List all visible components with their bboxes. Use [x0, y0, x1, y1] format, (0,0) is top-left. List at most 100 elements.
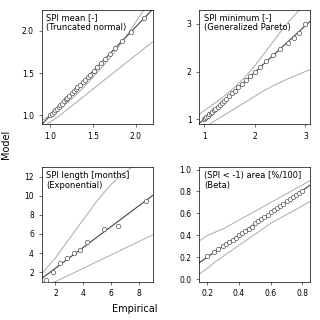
Point: [219, 100, 224, 106]
Point: [58, 103, 63, 108]
Point: [224, 242, 229, 247]
Point: [246, 226, 251, 231]
Point: [98, 60, 103, 66]
Point: [217, 102, 222, 108]
Point: [57, 260, 62, 265]
Point: [75, 85, 80, 90]
Point: [239, 81, 244, 86]
Point: [49, 111, 54, 116]
Point: [56, 104, 61, 109]
Point: [213, 106, 218, 111]
Point: [50, 269, 55, 275]
Point: [297, 190, 302, 195]
Point: [91, 68, 96, 73]
Point: [102, 56, 108, 61]
Point: [263, 59, 268, 64]
Point: [85, 239, 90, 244]
Point: [211, 249, 216, 254]
Point: [229, 91, 234, 96]
Point: [293, 192, 299, 197]
Point: [292, 36, 297, 41]
Point: [212, 108, 217, 113]
Point: [69, 91, 74, 96]
Point: [78, 248, 83, 253]
Point: [268, 210, 273, 215]
Point: [297, 31, 302, 36]
Point: [285, 40, 290, 45]
Point: [220, 244, 226, 249]
Point: [54, 106, 60, 111]
Point: [205, 254, 210, 259]
Point: [255, 219, 260, 224]
Point: [232, 88, 237, 93]
Text: SPI length [months]: SPI length [months]: [46, 171, 129, 180]
Point: [43, 277, 48, 282]
Point: [113, 45, 118, 50]
Point: [300, 189, 305, 194]
Point: [208, 110, 213, 116]
Point: [226, 94, 231, 99]
Point: [88, 72, 93, 77]
Point: [63, 97, 68, 102]
Point: [233, 235, 238, 240]
Point: [202, 116, 207, 122]
Point: [51, 109, 56, 115]
Point: [303, 21, 308, 27]
Point: [66, 93, 71, 99]
Text: Model: Model: [1, 129, 12, 159]
Point: [258, 64, 263, 69]
Point: [236, 85, 241, 90]
Point: [116, 224, 121, 229]
Point: [243, 228, 248, 234]
Point: [205, 113, 211, 118]
Point: [143, 198, 148, 203]
Point: [290, 195, 295, 200]
Point: [53, 108, 58, 113]
Text: Empirical: Empirical: [112, 304, 157, 314]
Point: [287, 196, 292, 202]
Text: SPI minimum [-]: SPI minimum [-]: [204, 13, 271, 22]
Point: [60, 101, 65, 106]
Point: [262, 214, 267, 219]
Point: [207, 112, 212, 117]
Point: [129, 29, 134, 34]
Point: [281, 201, 286, 206]
Point: [240, 231, 245, 236]
Point: [204, 115, 209, 120]
Point: [80, 80, 85, 85]
Point: [65, 95, 70, 100]
Point: [236, 233, 242, 238]
Point: [224, 96, 229, 101]
Point: [243, 77, 248, 83]
Point: [259, 216, 264, 221]
Point: [275, 205, 280, 211]
Point: [64, 255, 69, 260]
Point: [271, 208, 276, 213]
Point: [252, 221, 257, 226]
Point: [215, 104, 220, 109]
Point: [284, 199, 289, 204]
Point: [85, 75, 90, 80]
Point: [73, 87, 78, 92]
Point: [77, 82, 83, 87]
Point: [61, 99, 66, 104]
Point: [119, 38, 124, 44]
Point: [221, 99, 226, 104]
Point: [227, 239, 232, 244]
Text: (Generalized Pareto): (Generalized Pareto): [204, 23, 291, 32]
Point: [203, 116, 208, 121]
Point: [101, 227, 107, 232]
Text: (Exponential): (Exponential): [46, 181, 102, 190]
Point: [48, 113, 53, 118]
Point: [249, 224, 254, 229]
Point: [83, 77, 88, 83]
Text: SPI mean [-]: SPI mean [-]: [46, 13, 98, 22]
Point: [265, 212, 270, 217]
Point: [108, 51, 113, 56]
Point: [252, 69, 257, 74]
Point: [71, 251, 76, 256]
Text: (SPI < -1) area [%/100]: (SPI < -1) area [%/100]: [204, 171, 301, 180]
Point: [248, 73, 253, 78]
Text: (Beta): (Beta): [204, 181, 230, 190]
Point: [210, 109, 215, 114]
